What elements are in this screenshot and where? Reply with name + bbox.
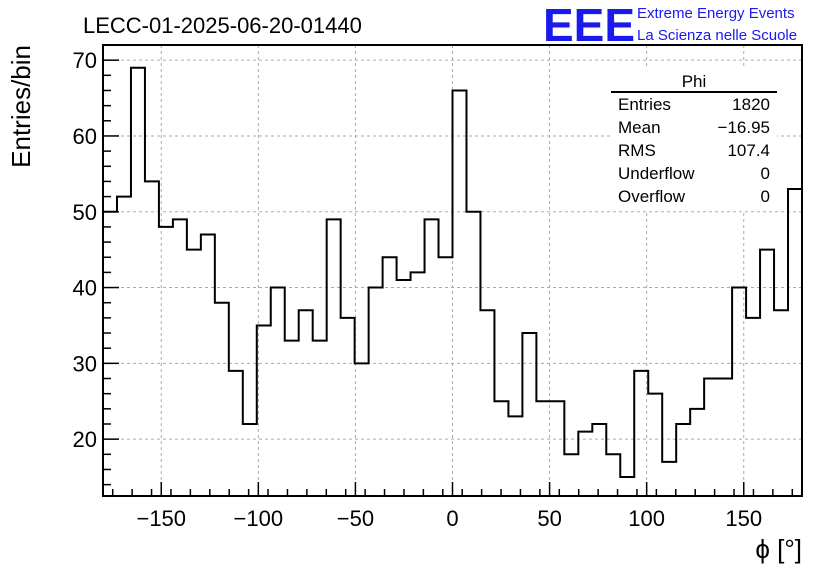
histogram-bin	[103, 212, 117, 496]
histogram-bin	[159, 227, 173, 496]
histogram-bin	[732, 288, 746, 496]
eee-logo-line1: Extreme Energy Events	[637, 5, 795, 22]
histogram-bin	[229, 371, 243, 496]
y-tick-label: 30	[73, 351, 97, 376]
stats-label-overflow: Overflow	[618, 187, 686, 206]
y-tick-label: 20	[73, 427, 97, 452]
histogram-bin	[453, 90, 467, 496]
x-axis-title: ϕ [°]	[755, 534, 802, 564]
eee-logo: EEE Extreme Energy Events La Scienza nel…	[543, 0, 797, 51]
chart-title: LECC-01-2025-06-20-01440	[83, 13, 362, 38]
histogram-bin	[704, 379, 718, 496]
stats-label-rms: RMS	[618, 141, 656, 160]
x-tick-label: −150	[136, 506, 186, 531]
histogram-bin	[243, 424, 257, 496]
x-tick-label: 0	[446, 506, 458, 531]
histogram-bin	[480, 310, 494, 496]
x-tick-label: −100	[234, 506, 284, 531]
histogram-bin	[117, 197, 131, 496]
histogram-bin	[564, 454, 578, 496]
y-tick-label: 60	[73, 124, 97, 149]
histogram-bin	[201, 234, 215, 496]
histogram-bin	[383, 257, 397, 496]
histogram-bin	[774, 310, 788, 496]
histogram-bin	[522, 333, 536, 496]
stats-label-underflow: Underflow	[618, 164, 695, 183]
stats-box-title: Phi	[682, 72, 707, 91]
y-tick-label: 70	[73, 48, 97, 73]
histogram-bin	[187, 250, 201, 496]
x-tick-label: 100	[628, 506, 665, 531]
histogram-bin	[355, 363, 369, 496]
histogram-bin	[550, 401, 564, 496]
x-axis-ticks: −150 −100 −50 0 50 100 150	[111, 482, 794, 531]
histogram-bin	[145, 181, 159, 496]
x-tick-label: −50	[337, 506, 374, 531]
histogram-bin	[131, 68, 145, 496]
histogram-outline	[102, 66, 803, 496]
stats-label-entries: Entries	[618, 95, 671, 114]
histogram-bin	[676, 424, 690, 496]
histogram-bin	[313, 341, 327, 496]
histogram-bin	[271, 288, 285, 496]
histogram-bin	[327, 219, 341, 496]
eee-logo-mark: EEE	[543, 0, 635, 51]
histogram-bin	[648, 394, 662, 496]
histogram-bin	[425, 219, 439, 496]
stats-value-entries: 1820	[732, 95, 770, 114]
histogram-bin	[257, 325, 271, 496]
histogram-bin	[341, 318, 355, 496]
histogram-bin	[508, 416, 522, 496]
histogram-bin	[746, 318, 760, 496]
stats-label-mean: Mean	[618, 118, 661, 137]
histogram-bin	[285, 341, 299, 496]
histogram-bars	[102, 66, 803, 496]
histogram-bin	[439, 257, 453, 496]
histogram-bin	[397, 280, 411, 496]
histogram-bin	[620, 477, 634, 496]
stats-value-underflow: 0	[761, 164, 770, 183]
stats-value-mean: −16.95	[718, 118, 770, 137]
y-axis-ticks: 20 30 40 50 60 70	[73, 44, 119, 486]
histogram-bin	[411, 272, 425, 496]
stats-value-rms: 107.4	[727, 141, 770, 160]
histogram-bin	[299, 310, 313, 496]
stats-box: Phi Entries 1820 Mean −16.95 RMS 107.4 Underfl…	[611, 69, 777, 210]
histogram-bin	[718, 379, 732, 496]
histogram-bin	[578, 432, 592, 496]
histogram-bin	[215, 303, 229, 496]
x-tick-label: 150	[725, 506, 762, 531]
histogram-bin	[634, 371, 648, 496]
histogram-bin	[536, 401, 550, 496]
histogram-bin	[592, 424, 606, 496]
histogram-bin	[690, 409, 704, 496]
histogram-bin	[760, 250, 774, 496]
histogram-bin	[173, 219, 187, 496]
histogram-bin	[466, 212, 480, 496]
y-axis-title: Entries/bin	[6, 45, 36, 168]
stats-value-overflow: 0	[761, 187, 770, 206]
histogram-bin	[369, 288, 383, 496]
histogram-bin	[494, 401, 508, 496]
eee-logo-line2: La Scienza nelle Scuole	[637, 27, 797, 44]
y-tick-label: 50	[73, 200, 97, 225]
histogram-bin	[788, 189, 802, 496]
x-tick-label: 50	[537, 506, 561, 531]
histogram-bin	[662, 462, 676, 496]
y-tick-label: 40	[73, 276, 97, 301]
